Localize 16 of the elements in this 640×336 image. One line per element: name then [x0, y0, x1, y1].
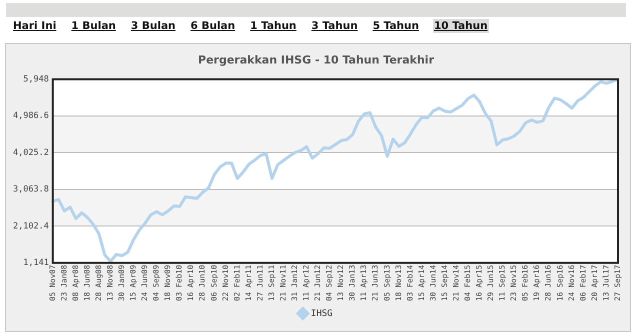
text: 1 Tahun — [249, 19, 298, 33]
text: Hari Ini — [12, 19, 58, 33]
y-tick-label: 4,025.2 — [12, 148, 49, 158]
text: 6 Bulan — [190, 19, 236, 33]
y-tick-label: 4,986.6 — [12, 111, 49, 122]
y-tick-label: 2,102.4 — [12, 221, 49, 232]
y-tick-label: 5,948 — [23, 74, 49, 84]
text: 10 Tahun — [432, 19, 489, 33]
y-tick-label: 3,063.8 — [12, 184, 49, 195]
text: 3 Tahun — [310, 19, 359, 33]
text: 1 Bulan — [70, 19, 117, 33]
text: 5 Tahun — [372, 19, 420, 33]
text: 3 Bulan — [130, 19, 177, 33]
chart-title: Pergerakkan IHSG - 10 Tahun Terakhir — [198, 53, 435, 66]
y-tick-label: 1,141 — [23, 258, 49, 268]
legend-label: IHSG — [310, 308, 333, 319]
